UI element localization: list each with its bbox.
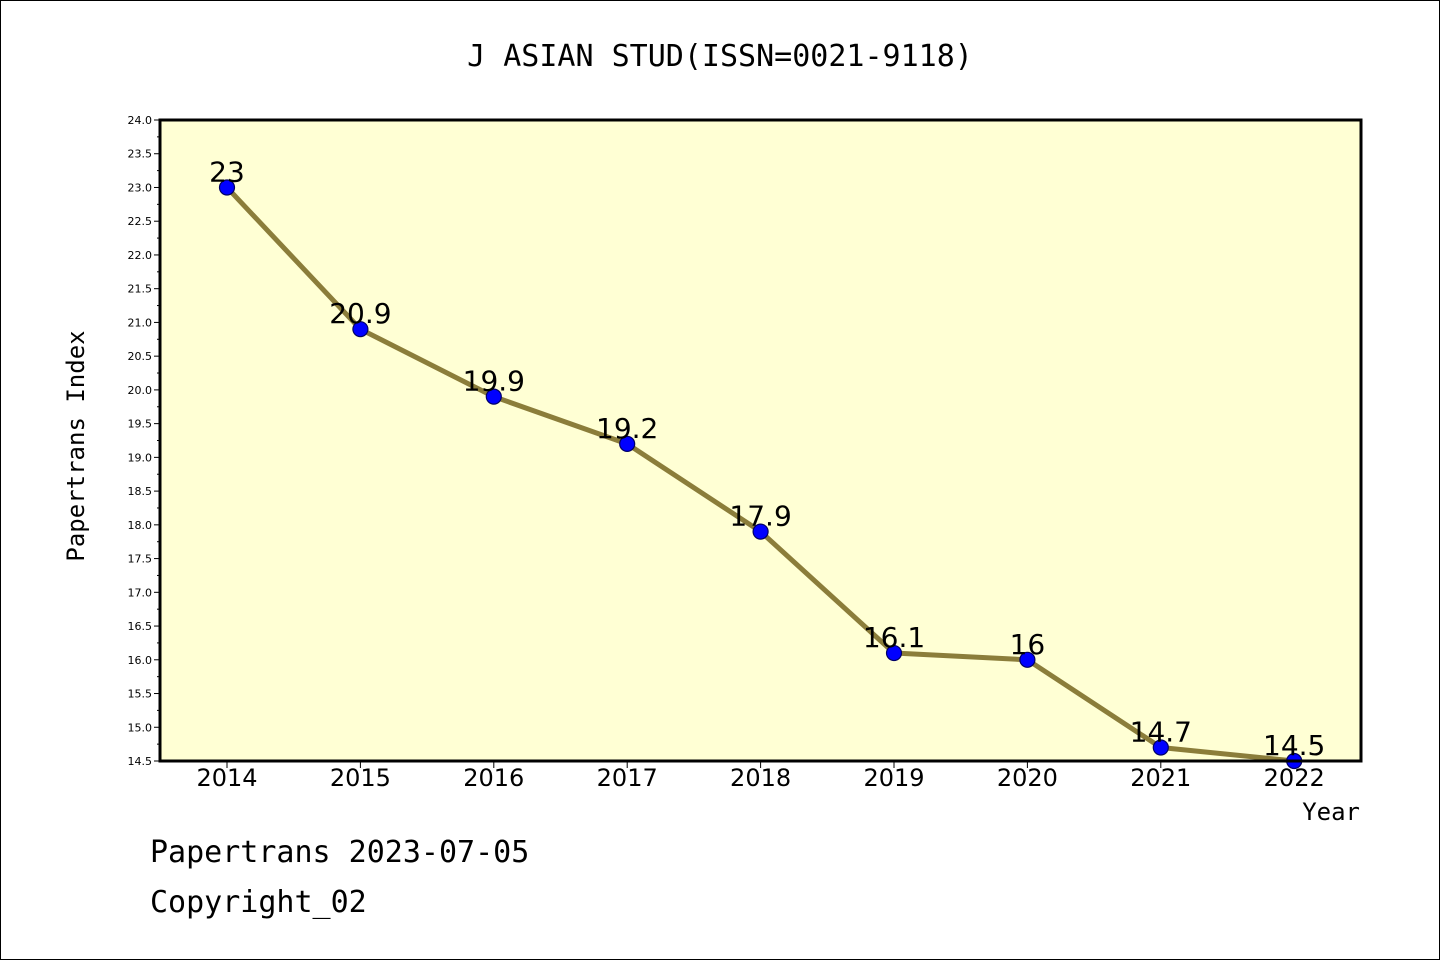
data-label-2018: 17.9 xyxy=(729,500,791,533)
data-point-2021 xyxy=(1152,739,1169,756)
y-tick-label: 16.0 xyxy=(128,654,153,667)
y-tick-label: 17.0 xyxy=(128,586,153,599)
y-tick-label: 23.5 xyxy=(128,148,153,161)
x-axis-label: Year xyxy=(1302,798,1360,826)
y-axis-label: Papertrans Index xyxy=(62,330,90,561)
x-tick-label: 2019 xyxy=(863,764,924,792)
data-label-2016: 19.9 xyxy=(463,365,525,398)
data-point-2014 xyxy=(218,179,236,196)
data-point-2016 xyxy=(485,388,502,405)
data-point-2019 xyxy=(885,644,903,662)
data-label-2020: 16 xyxy=(1010,628,1046,661)
footer: Papertrans 2023-07-05 Copyright_02 xyxy=(150,832,529,932)
y-tick-label: 18.5 xyxy=(128,485,153,498)
y-tick-label: 16.5 xyxy=(128,620,153,633)
y-tick-label: 22.0 xyxy=(128,249,153,262)
x-tick-label: 2017 xyxy=(597,764,658,792)
plot-area xyxy=(160,120,1361,761)
data-label-2021: 14.7 xyxy=(1130,716,1192,749)
y-axis-ticks: 14.5 15.0 15.5 16.0 16.5 17.0 17.5 18.0 18.5 19.0… xyxy=(128,114,160,768)
y-tick-label: 22.5 xyxy=(128,215,153,228)
footer-copyright: Copyright_02 xyxy=(150,885,367,920)
x-tick-label: 2020 xyxy=(997,764,1058,792)
y-tick-label: 15.0 xyxy=(128,721,153,734)
data-point-2015 xyxy=(352,321,369,338)
y-tick-label: 17.5 xyxy=(128,553,153,566)
y-tick-label: 20.0 xyxy=(128,384,153,397)
data-label-2015: 20.9 xyxy=(329,297,391,330)
x-tick-label: 2018 xyxy=(730,764,791,792)
x-tick-label: 2014 xyxy=(196,764,257,792)
data-labels: 23 20.9 19.9 19.2 17.9 16.1 16 14.7 14.5 xyxy=(209,155,1325,762)
data-point-2018 xyxy=(752,523,769,540)
footer-date: Papertrans 2023-07-05 xyxy=(150,835,530,870)
x-tick-label: 2016 xyxy=(463,764,524,792)
data-point-2020 xyxy=(1019,651,1036,668)
y-tick-label: 19.0 xyxy=(128,451,153,464)
y-tick-label: 23.0 xyxy=(128,181,153,194)
data-label-2019: 16.1 xyxy=(863,621,925,654)
y-tick-label: 20.5 xyxy=(128,350,153,363)
x-tick-label: 2015 xyxy=(330,764,391,792)
y-tick-label: 18.0 xyxy=(128,519,153,532)
x-axis-ticks: 2014 2015 2016 2017 2018 2019 2020 2021 2022 xyxy=(196,761,1325,792)
data-label-2022: 14.5 xyxy=(1263,729,1325,762)
data-point-2017 xyxy=(619,435,636,452)
chart-title: J ASIAN STUD(ISSN=0021-9118) xyxy=(467,39,973,74)
y-tick-label: 19.5 xyxy=(128,418,153,431)
y-tick-label: 21.5 xyxy=(128,283,153,296)
plot-border xyxy=(158,118,1363,763)
y-tick-label: 21.0 xyxy=(128,316,153,329)
data-label-2017: 19.2 xyxy=(596,412,658,445)
y-tick-label: 14.5 xyxy=(128,755,153,768)
data-label-2014: 23 xyxy=(209,155,245,188)
data-markers xyxy=(218,179,1303,770)
x-tick-label: 2021 xyxy=(1130,764,1191,792)
y-tick-label: 24.0 xyxy=(128,114,153,127)
y-tick-label: 15.5 xyxy=(128,688,153,701)
